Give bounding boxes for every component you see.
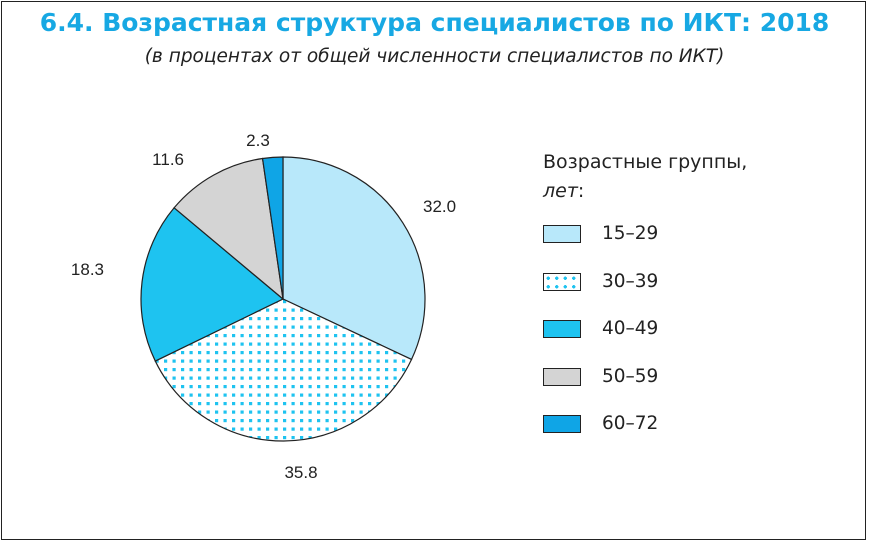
legend-label-60–72: 60–72 [602, 413, 659, 434]
data-label-60–72: 2.3 [246, 131, 270, 150]
legend-swatch-40–49 [543, 320, 581, 338]
data-label-30–39: 35.8 [284, 463, 317, 482]
legend-title-colon: : [577, 180, 585, 202]
legend-label-30–39: 30–39 [602, 270, 659, 292]
legend-title: Возрастные группы, лет: [543, 148, 843, 206]
legend-label-15–29: 15–29 [602, 223, 659, 244]
legend-title-line1: Возрастные группы, [543, 151, 748, 173]
legend-item-15–29: 15–29 [543, 222, 843, 270]
legend-item-30–39: 30–39 [543, 270, 843, 318]
legend-label-50–59: 50–59 [602, 365, 659, 387]
data-label-50–59: 11.6 [152, 150, 184, 169]
pie-slice-60–72 [261, 156, 284, 300]
legend-item-40–49: 40–49 [543, 317, 843, 365]
data-label-15–29: 32.0 [423, 197, 456, 216]
legend-swatch-50–59 [543, 367, 581, 386]
legend-swatch-30–39 [543, 272, 581, 291]
chart-title: 6.4. Возрастная структура специалистов п… [39, 8, 830, 37]
legend-swatch-60–72 [543, 415, 581, 433]
legend-item-50–59: 50–59 [543, 365, 843, 413]
pie-slice-40–49 [140, 206, 285, 362]
legend: Возрастные группы, лет: 15–29 30–39 40–49 5… [543, 148, 843, 460]
chart-subtitle: (в процентах от общей численности специа… [144, 46, 725, 67]
legend-item-60–72: 60–72 [543, 412, 843, 460]
legend-title-unit: лет [543, 180, 578, 202]
pie-slice-15–29 [282, 156, 426, 361]
data-label-40–49: 18.3 [71, 260, 104, 279]
pie-slice-30–39 [154, 298, 413, 442]
legend-label-40–49: 40–49 [602, 318, 659, 339]
pie-slice-50–59 [173, 157, 284, 301]
legend-swatch-15–29 [543, 225, 581, 243]
